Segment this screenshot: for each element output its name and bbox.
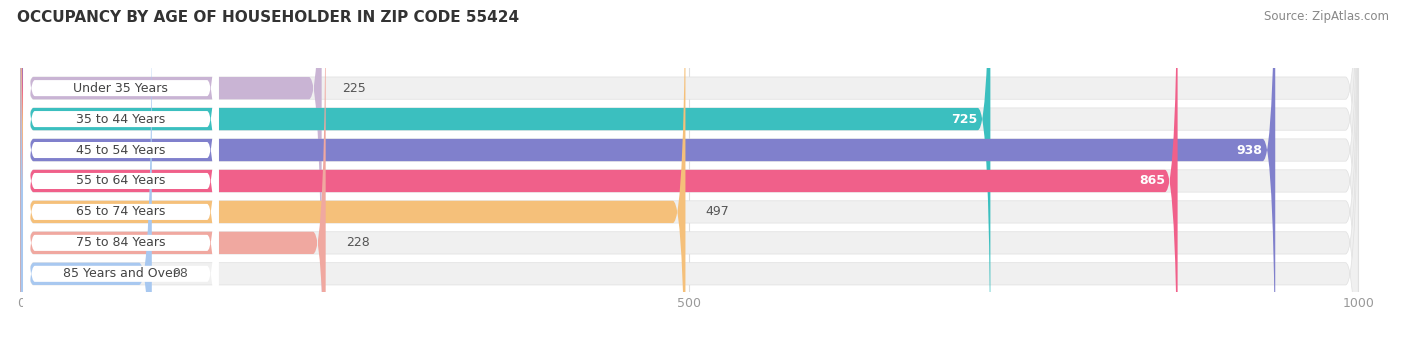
Text: 65 to 74 Years: 65 to 74 Years	[76, 205, 166, 218]
FancyBboxPatch shape	[24, 0, 218, 340]
FancyBboxPatch shape	[21, 0, 990, 340]
Text: 45 to 54 Years: 45 to 54 Years	[76, 143, 166, 156]
FancyBboxPatch shape	[21, 0, 1358, 340]
Text: 497: 497	[706, 205, 730, 218]
Text: Source: ZipAtlas.com: Source: ZipAtlas.com	[1264, 10, 1389, 23]
Text: 75 to 84 Years: 75 to 84 Years	[76, 236, 166, 249]
FancyBboxPatch shape	[24, 20, 218, 340]
Text: 85 Years and Over: 85 Years and Over	[63, 267, 179, 280]
FancyBboxPatch shape	[21, 0, 1358, 340]
FancyBboxPatch shape	[21, 0, 1178, 340]
Text: 725: 725	[952, 113, 977, 125]
Text: 98: 98	[172, 267, 188, 280]
FancyBboxPatch shape	[21, 0, 1358, 340]
Text: 228: 228	[346, 236, 370, 249]
Text: Under 35 Years: Under 35 Years	[73, 82, 169, 95]
FancyBboxPatch shape	[24, 0, 218, 340]
Text: 865: 865	[1139, 174, 1166, 187]
FancyBboxPatch shape	[24, 0, 218, 340]
FancyBboxPatch shape	[21, 0, 1358, 340]
FancyBboxPatch shape	[24, 0, 218, 340]
Text: 225: 225	[342, 82, 366, 95]
FancyBboxPatch shape	[21, 0, 322, 340]
FancyBboxPatch shape	[21, 0, 1358, 340]
FancyBboxPatch shape	[24, 0, 218, 340]
Text: OCCUPANCY BY AGE OF HOUSEHOLDER IN ZIP CODE 55424: OCCUPANCY BY AGE OF HOUSEHOLDER IN ZIP C…	[17, 10, 519, 25]
FancyBboxPatch shape	[21, 0, 1358, 340]
FancyBboxPatch shape	[21, 0, 1275, 340]
FancyBboxPatch shape	[21, 0, 326, 340]
FancyBboxPatch shape	[21, 0, 1358, 340]
FancyBboxPatch shape	[21, 0, 686, 340]
Text: 35 to 44 Years: 35 to 44 Years	[76, 113, 166, 125]
Text: 55 to 64 Years: 55 to 64 Years	[76, 174, 166, 187]
FancyBboxPatch shape	[24, 0, 218, 340]
Text: 938: 938	[1237, 143, 1263, 156]
FancyBboxPatch shape	[21, 0, 152, 340]
